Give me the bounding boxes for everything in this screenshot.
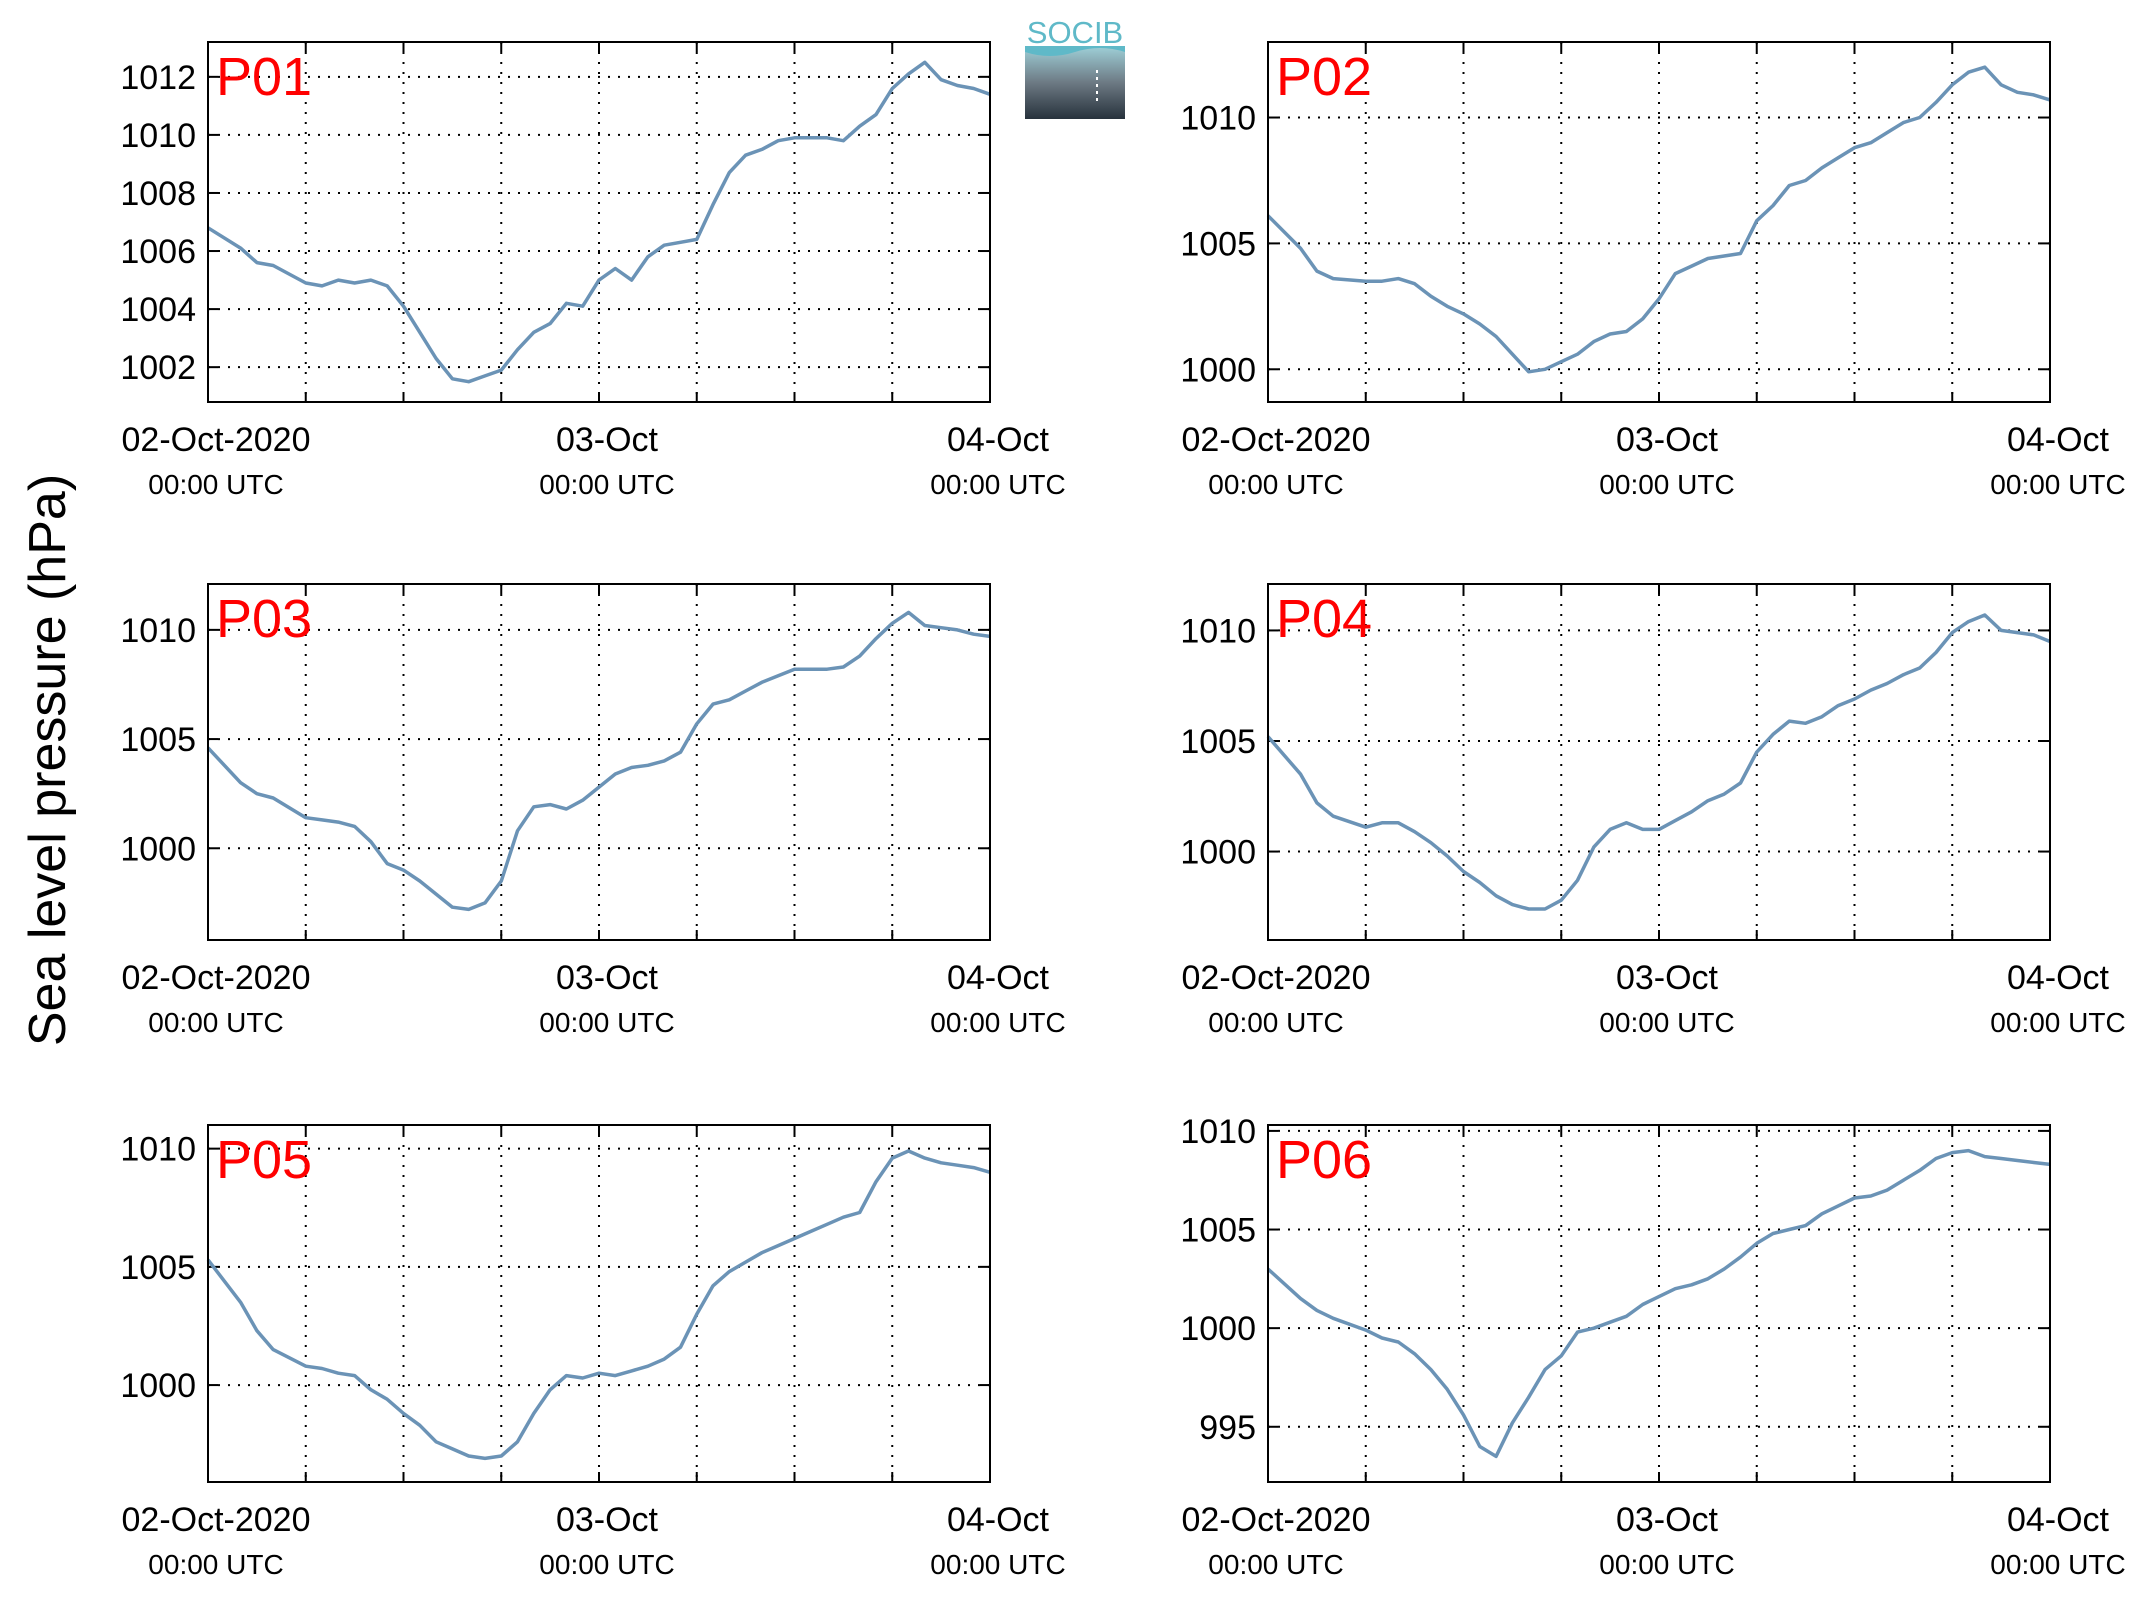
y-tick-label: 1005 <box>120 1249 196 1287</box>
x-tick-label: 02-Oct-2020 <box>122 421 311 459</box>
x-tick-label: 02-Oct-2020 <box>1182 421 1371 459</box>
panel-p01: 1002 1004 1006 1008 1010 1012 02-Oct-2020 00:00… <box>120 41 1066 500</box>
y-tick-label: 1010 <box>1180 612 1256 650</box>
y-tick-label: 1000 <box>120 1367 196 1405</box>
x-tick-label: 04-Oct <box>947 1501 1050 1539</box>
y-tick-label: 1010 <box>120 1131 196 1169</box>
x-tick-sublabel: 00:00 UTC <box>1208 1007 1343 1038</box>
panel-p06: 995 1000 1005 1010 02-Oct-2020 00:00 UTC 03-Oc… <box>1180 1113 2125 1580</box>
y-tick-label: 1005 <box>1180 1212 1256 1250</box>
x-tick-sublabel: 00:00 UTC <box>930 469 1065 500</box>
x-tick-sublabel: 00:00 UTC <box>148 469 283 500</box>
panel-label: P06 <box>1276 1130 1372 1190</box>
x-tick-sublabel: 00:00 UTC <box>1208 469 1343 500</box>
series-line <box>1266 65 2051 374</box>
panel-p04: 1000 1005 1010 02-Oct-2020 00:00 UTC 03-Oct 00… <box>1180 583 2126 1038</box>
panel-p05: 1000 1005 1010 02-Oct-2020 00:00 UTC 03-Oct 00… <box>120 1124 1066 1580</box>
socib-logo: SOCIB <box>1025 15 1125 119</box>
x-tick-label: 02-Oct-2020 <box>1182 959 1371 997</box>
axes-box <box>207 1124 991 1483</box>
x-tick-label: 03-Oct <box>1616 421 1719 459</box>
x-tick-label: 04-Oct <box>2007 959 2110 997</box>
x-tick-sublabel: 00:00 UTC <box>930 1549 1065 1580</box>
y-tick-label: 1010 <box>1180 1113 1256 1151</box>
x-tick-label: 04-Oct <box>2007 1501 2110 1539</box>
x-tick-sublabel: 00:00 UTC <box>930 1007 1065 1038</box>
x-tick-label: 03-Oct <box>556 1501 659 1539</box>
y-tick-label: 1010 <box>120 612 196 650</box>
y-tick-label: 1004 <box>120 291 196 329</box>
x-tick-label: 04-Oct <box>2007 421 2110 459</box>
logo-wave-icon <box>1025 46 1125 56</box>
y-tick-label: 1000 <box>120 830 196 868</box>
axes-box <box>1267 583 2051 941</box>
x-tick-sublabel: 00:00 UTC <box>1599 469 1734 500</box>
x-tick-sublabel: 00:00 UTC <box>1990 469 2125 500</box>
series-line <box>207 60 991 384</box>
y-tick-label: 1005 <box>1180 225 1256 263</box>
x-tick-sublabel: 00:00 UTC <box>148 1007 283 1038</box>
x-tick-label: 02-Oct-2020 <box>1182 1501 1371 1539</box>
y-tick-label: 1002 <box>120 349 196 387</box>
x-tick-sublabel: 00:00 UTC <box>539 1549 674 1580</box>
x-tick-sublabel: 00:00 UTC <box>1990 1549 2125 1580</box>
x-tick-label: 04-Oct <box>947 421 1050 459</box>
logo-gradient-block <box>1025 46 1125 119</box>
axes-box <box>1267 41 2051 403</box>
series-line <box>1266 613 2051 911</box>
panel-label: P01 <box>216 47 312 107</box>
axes-box <box>207 41 991 403</box>
panel-label: P04 <box>1276 589 1372 649</box>
y-axis-label: Sea level pressure (hPa) <box>19 474 77 1046</box>
x-tick-sublabel: 00:00 UTC <box>1990 1007 2125 1038</box>
series-line <box>206 1149 991 1461</box>
x-tick-label: 03-Oct <box>1616 1501 1719 1539</box>
x-tick-label: 03-Oct <box>1616 959 1719 997</box>
axes-box <box>1267 1124 2051 1483</box>
x-tick-sublabel: 00:00 UTC <box>1599 1007 1734 1038</box>
panel-label: P05 <box>216 1130 312 1190</box>
panel-label: P02 <box>1276 47 1372 107</box>
logo-text: SOCIB <box>1027 15 1123 50</box>
y-tick-label: 1006 <box>120 233 196 271</box>
y-tick-label: 1000 <box>1180 834 1256 872</box>
x-tick-label: 03-Oct <box>556 959 659 997</box>
y-tick-label: 1012 <box>120 59 196 97</box>
panel-p02: 1000 1005 1010 02-Oct-2020 00:00 UTC 03-Oct 00… <box>1180 41 2126 500</box>
series-line <box>206 610 991 912</box>
x-tick-sublabel: 00:00 UTC <box>539 469 674 500</box>
y-tick-label: 1000 <box>1180 1310 1256 1348</box>
y-tick-label: 1005 <box>120 721 196 759</box>
x-tick-sublabel: 00:00 UTC <box>539 1007 674 1038</box>
x-tick-sublabel: 00:00 UTC <box>148 1549 283 1580</box>
x-tick-label: 04-Oct <box>947 959 1050 997</box>
y-tick-label: 1010 <box>1180 100 1256 138</box>
x-tick-label: 02-Oct-2020 <box>122 959 311 997</box>
y-tick-label: 1010 <box>120 117 196 155</box>
x-tick-label: 03-Oct <box>556 421 659 459</box>
y-tick-label: 1000 <box>1180 351 1256 389</box>
x-tick-label: 02-Oct-2020 <box>122 1501 311 1539</box>
panel-label: P03 <box>216 589 312 649</box>
panel-p03: 1000 1005 1010 02-Oct-2020 00:00 UTC 03-Oct 00… <box>120 583 1066 1038</box>
y-tick-label: 995 <box>1199 1409 1256 1447</box>
x-tick-sublabel: 00:00 UTC <box>1599 1549 1734 1580</box>
y-tick-label: 1005 <box>1180 723 1256 761</box>
x-tick-sublabel: 00:00 UTC <box>1208 1549 1343 1580</box>
series-line <box>1266 1148 2051 1459</box>
axes-box <box>207 583 991 941</box>
y-tick-label: 1008 <box>120 175 196 213</box>
